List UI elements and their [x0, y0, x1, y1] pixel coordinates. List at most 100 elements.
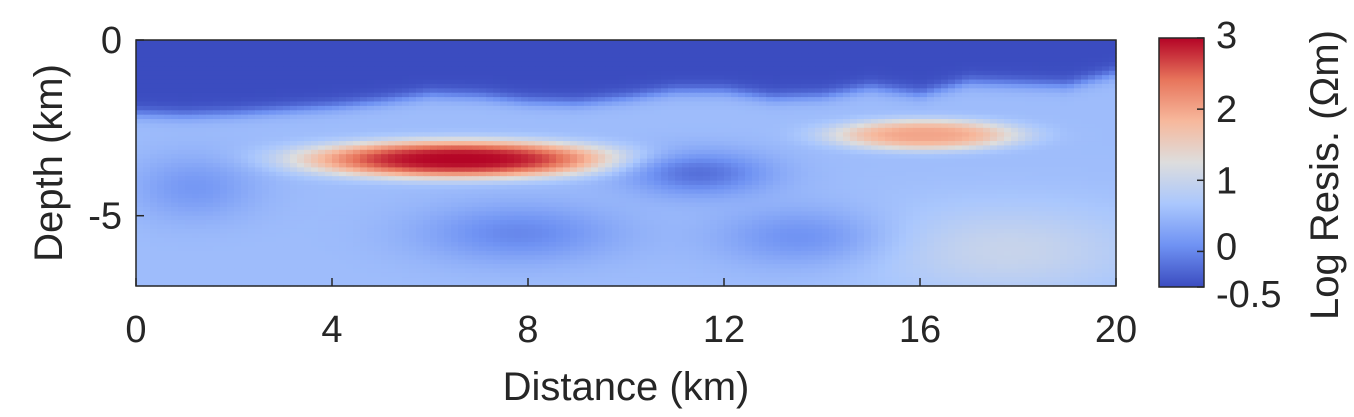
heatmap-cell	[1067, 123, 1075, 129]
heatmap-cell	[402, 75, 410, 81]
heatmap-cell	[703, 132, 711, 138]
heatmap-cell	[885, 158, 893, 164]
heatmap-cell	[976, 97, 984, 103]
heatmap-cell	[871, 123, 879, 129]
heatmap-cell	[395, 184, 403, 190]
heatmap-cell	[325, 105, 333, 111]
heatmap-cell	[241, 119, 249, 125]
heatmap-cell	[682, 61, 690, 67]
heatmap-cell	[535, 105, 543, 111]
heatmap-cell	[892, 171, 900, 177]
heatmap-cell	[381, 154, 389, 160]
heatmap-cell	[780, 171, 788, 177]
heatmap-cell	[626, 70, 634, 76]
heatmap-cell	[577, 105, 585, 111]
heatmap-cell	[962, 171, 970, 177]
heatmap-cell	[640, 132, 648, 138]
heatmap-cell	[213, 105, 221, 111]
heatmap-cell	[1095, 97, 1103, 103]
heatmap-cell	[941, 57, 949, 63]
heatmap-cell	[1074, 176, 1082, 182]
heatmap-cell	[850, 189, 858, 195]
heatmap-cell	[395, 163, 403, 168]
heatmap-cell	[570, 167, 578, 173]
heatmap-cell	[416, 57, 424, 63]
heatmap-cell	[234, 79, 242, 85]
heatmap-cell	[269, 123, 277, 129]
heatmap-cell	[472, 101, 480, 107]
heatmap-cell	[157, 88, 165, 94]
heatmap-cell	[479, 79, 487, 85]
heatmap-cell	[738, 127, 746, 133]
heatmap-cell	[570, 180, 578, 186]
heatmap-cell	[164, 158, 172, 164]
heatmap-cell	[220, 79, 228, 85]
heatmap-cell	[787, 110, 795, 116]
heatmap-cell	[731, 70, 739, 76]
heatmap-cell	[402, 132, 410, 138]
heatmap-cell	[227, 176, 235, 182]
heatmap-cell	[934, 70, 942, 76]
heatmap-cell	[598, 149, 606, 155]
heatmap-cell	[948, 136, 956, 142]
heatmap-cell	[423, 75, 431, 81]
heatmap-cell	[605, 136, 613, 142]
heatmap-cell	[976, 88, 984, 94]
heatmap-cell	[150, 105, 158, 111]
heatmap-cell	[388, 123, 396, 129]
heatmap-cell	[381, 75, 389, 81]
heatmap-cell	[857, 167, 865, 173]
heatmap-cell	[969, 127, 977, 133]
heatmap-cell	[969, 145, 977, 151]
heatmap-cell	[388, 53, 396, 59]
heatmap-cell	[1102, 184, 1110, 190]
heatmap-cell	[633, 119, 641, 125]
heatmap-cell	[1025, 171, 1033, 177]
heatmap-cell	[381, 92, 389, 98]
heatmap-cell	[696, 193, 704, 199]
heatmap-cell	[528, 136, 536, 142]
heatmap-cell	[738, 53, 746, 59]
heatmap-cell	[185, 83, 193, 89]
heatmap-cell	[745, 88, 753, 94]
heatmap-cell	[374, 127, 382, 133]
heatmap-cell	[304, 141, 312, 147]
heatmap-cell	[962, 83, 970, 89]
heatmap-cell	[486, 158, 494, 164]
heatmap-cell	[423, 171, 431, 177]
heatmap-cell	[843, 176, 851, 182]
heatmap-cell	[745, 193, 753, 199]
heatmap-cell	[1046, 83, 1054, 89]
heatmap-cell	[983, 57, 991, 63]
heatmap-cell	[472, 57, 480, 63]
heatmap-cell	[640, 92, 648, 98]
heatmap-cell	[787, 79, 795, 85]
heatmap-cell	[1011, 154, 1019, 160]
heatmap-cell	[1004, 141, 1012, 147]
heatmap-cell	[941, 171, 949, 177]
heatmap-cell	[542, 66, 550, 72]
heatmap-cell	[241, 53, 249, 59]
heatmap-cell	[521, 158, 529, 164]
heatmap-cell	[1081, 75, 1089, 81]
heatmap-cell	[1060, 105, 1068, 111]
heatmap-cell	[948, 66, 956, 72]
heatmap-cell	[675, 163, 683, 168]
heatmap-cell	[787, 167, 795, 173]
heatmap-cell	[1088, 105, 1096, 111]
heatmap-cell	[388, 141, 396, 147]
heatmap-cell	[1088, 101, 1096, 107]
heatmap-cell	[549, 154, 557, 160]
heatmap-cell	[444, 193, 452, 199]
heatmap-cell	[171, 193, 179, 199]
heatmap-cell	[997, 48, 1005, 54]
heatmap-cell	[388, 149, 396, 155]
heatmap-cell	[689, 92, 697, 98]
heatmap-cell	[759, 167, 767, 173]
heatmap-cell	[969, 189, 977, 195]
heatmap-cell	[374, 75, 382, 81]
heatmap-cell	[633, 163, 641, 168]
heatmap-cell	[339, 180, 347, 186]
heatmap-cell	[766, 145, 774, 151]
heatmap-cell	[724, 79, 732, 85]
